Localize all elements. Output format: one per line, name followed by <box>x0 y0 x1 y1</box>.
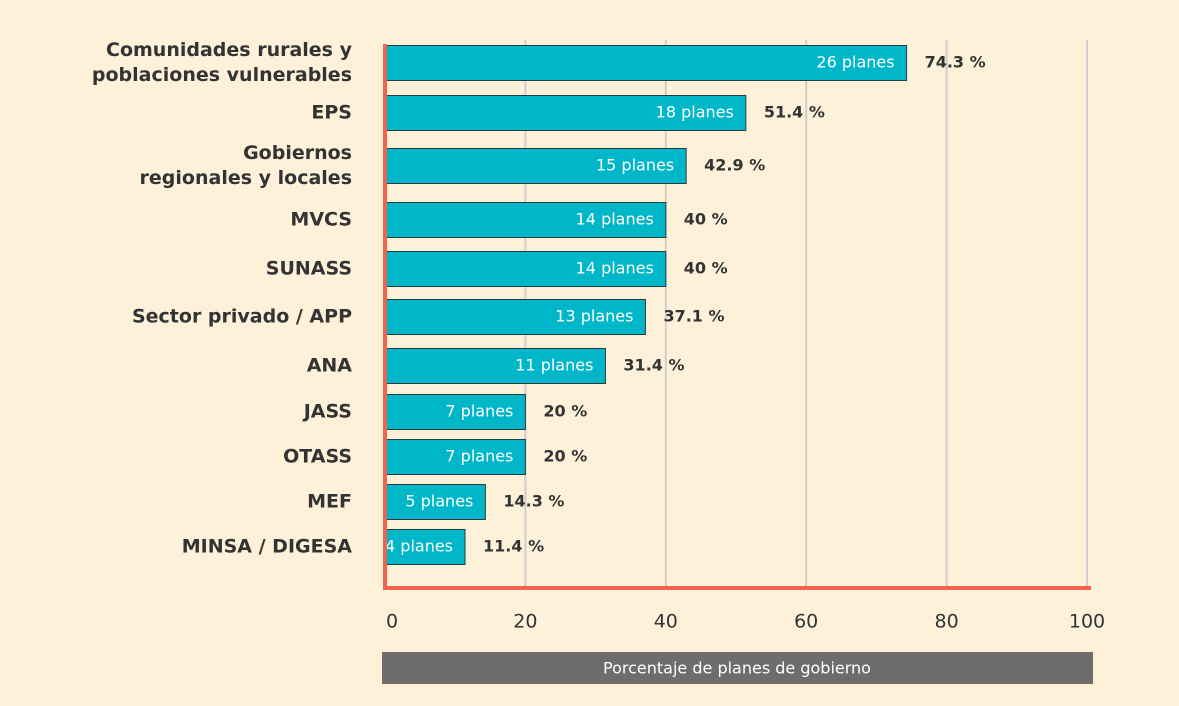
bar <box>384 394 526 430</box>
bar <box>384 529 466 565</box>
x-tick-label: 40 <box>654 611 678 633</box>
category-label: MEF <box>307 490 352 513</box>
data-label: 31.4 % <box>623 356 684 375</box>
bar <box>384 299 646 335</box>
category-label: ANA <box>306 354 352 377</box>
category-label: SUNASS <box>265 257 352 280</box>
x-tick-label: 80 <box>935 611 959 633</box>
bar-inner-label: 14 planes <box>576 210 654 229</box>
data-label: 51.4 % <box>764 103 825 122</box>
x-axis-label: Porcentaje de planes de gobierno <box>603 659 871 678</box>
data-label: 42.9 % <box>704 156 765 175</box>
category-label: OTASS <box>283 445 352 468</box>
x-tick-label: 0 <box>386 611 398 633</box>
data-label: 40 % <box>684 259 728 278</box>
data-label: 20 % <box>543 402 587 421</box>
category-label: Comunidades rurales y poblaciones vulner… <box>91 39 352 86</box>
bar-inner-label: 4 planes <box>385 537 453 556</box>
bar <box>384 348 606 384</box>
x-tick-label: 100 <box>1069 611 1105 633</box>
data-label: 14.3 % <box>503 492 564 511</box>
bar-inner-label: 14 planes <box>576 259 654 278</box>
bar <box>384 202 667 238</box>
bar-inner-label: 13 planes <box>555 307 633 326</box>
category-label: MINSA / DIGESA <box>181 535 352 558</box>
bar-inner-label: 15 planes <box>596 156 674 175</box>
data-label: 20 % <box>543 447 587 466</box>
bar-inner-label: 26 planes <box>816 53 894 72</box>
category-label: Gobiernos regionales y locales <box>139 142 352 189</box>
x-label-box <box>382 652 1093 684</box>
bar-inner-label: 7 planes <box>445 402 513 421</box>
category-label: JASS <box>303 400 352 423</box>
category-label: MVCS <box>290 208 352 231</box>
bar <box>384 251 667 287</box>
bar <box>384 148 687 184</box>
data-label: 11.4 % <box>483 537 544 556</box>
x-tick-label: 60 <box>794 611 818 633</box>
data-label: 40 % <box>684 210 728 229</box>
category-label: Sector privado / APP <box>131 305 352 328</box>
data-label: 37.1 % <box>663 307 724 326</box>
bar-inner-label: 7 planes <box>445 447 513 466</box>
bar-inner-label: 5 planes <box>405 492 473 511</box>
bar-inner-label: 18 planes <box>656 103 734 122</box>
bar-inner-label: 11 planes <box>515 356 593 375</box>
category-label: EPS <box>311 101 352 124</box>
x-tick-label: 20 <box>513 611 537 633</box>
data-label: 74.3 % <box>925 53 986 72</box>
